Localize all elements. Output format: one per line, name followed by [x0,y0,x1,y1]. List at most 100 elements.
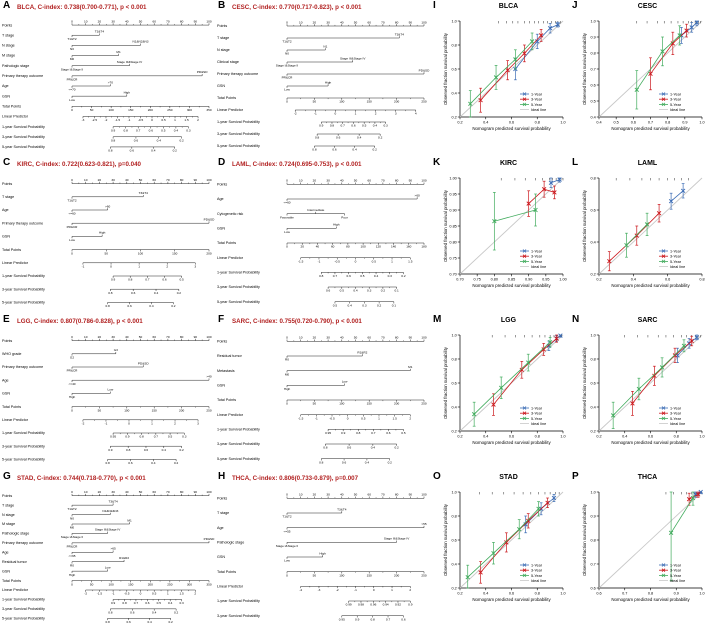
svg-text:0.8: 0.8 [452,43,457,47]
svg-text:Observed fraction survival pro: Observed fraction survival probability [582,346,587,419]
svg-text:60: 60 [367,493,371,497]
svg-text:0.4: 0.4 [371,446,376,450]
svg-text:3-year Survival Probability: 3-year Survival Probability [217,442,260,446]
panel-header: A BLCA, C-index: 0.738(0.700-0.771), p <… [0,0,215,13]
svg-text:Linear Predictor: Linear Predictor [2,418,29,422]
panel-title: LGG [500,317,517,324]
svg-text:0.4: 0.4 [353,289,358,293]
svg-text:Favorable: Favorable [280,215,294,219]
svg-text:-2: -2 [336,588,339,592]
svg-text:PR&CR: PR&CR [67,369,79,373]
panel-title: LGG, C-index: 0.807(0.786-0.828), p < 0.… [17,318,143,325]
svg-text:R1&R2: R1&R2 [357,350,367,354]
svg-text:0.5: 0.5 [614,121,619,125]
svg-text:1.0: 1.0 [699,435,704,439]
svg-text:50: 50 [313,100,317,104]
svg-text:250: 250 [421,402,426,406]
svg-text:Low: Low [105,565,111,569]
svg-text:2: 2 [166,265,168,269]
svg-text:R0: R0 [70,563,74,567]
svg-text:10: 10 [299,20,303,24]
svg-text:0.6: 0.6 [665,278,670,282]
svg-text:0.90: 0.90 [449,208,456,212]
panel-title: LAML [637,160,658,167]
svg-text:0.95: 0.95 [339,617,345,621]
svg-text:Linear Predictor: Linear Predictor [2,261,29,265]
svg-text:<=60: <=60 [283,201,290,205]
svg-text:3-Year: 3-Year [531,98,543,102]
svg-text:90: 90 [194,490,198,494]
svg-text:30: 30 [326,20,330,24]
svg-text:5-Year: 5-Year [531,103,543,107]
svg-text:0.2: 0.2 [373,148,378,152]
svg-text:0.4: 0.4 [631,278,636,282]
svg-text:100: 100 [109,582,114,586]
svg-text:80: 80 [180,490,184,494]
svg-text:150: 150 [367,402,372,406]
svg-text:0.4: 0.4 [591,405,596,409]
svg-text:-1: -1 [105,422,108,426]
svg-text:Stage III&Stage IV: Stage III&Stage IV [117,60,143,64]
panel-letter: L [572,157,579,168]
svg-text:N1: N1 [323,44,327,48]
panel-header: B CESC, C-index: 0.770(0.717-0.823), p <… [215,0,430,13]
panel-title: KIRC, C-index: 0.722(0.623-0.821), p=0.0… [17,161,141,168]
svg-text:M1: M1 [127,518,132,522]
svg-text:1-Year: 1-Year [531,92,543,96]
svg-text:>60: >60 [415,193,421,197]
svg-text:350: 350 [206,582,211,586]
svg-text:0.80: 0.80 [491,278,498,282]
svg-text:60: 60 [367,20,371,24]
svg-text:5-Year: 5-Year [670,260,682,264]
svg-text:3-year Survival Probability: 3-year Survival Probability [2,607,45,611]
svg-text:0.94: 0.94 [383,603,389,607]
svg-text:3: 3 [197,422,199,426]
svg-text:0.9: 0.9 [108,448,113,452]
svg-text:Nomogram predicted survival pr: Nomogram predicted survival probability [472,440,551,445]
svg-text:1.00: 1.00 [449,176,456,180]
svg-text:0.2: 0.2 [452,586,457,590]
svg-text:0.4: 0.4 [365,460,370,464]
svg-text:100: 100 [361,245,366,249]
svg-text:200: 200 [394,573,399,577]
svg-text:M1: M1 [408,365,413,369]
svg-text:Stage III&Stage IV: Stage III&Stage IV [384,537,410,541]
svg-text:200: 200 [148,108,153,112]
svg-text:0.9: 0.9 [591,35,596,39]
svg-text:0.9: 0.9 [591,514,596,518]
svg-text:T3&T4: T3&T4 [108,499,118,503]
svg-text:1: 1 [138,265,140,269]
svg-text:100: 100 [339,573,344,577]
svg-text:-1: -1 [315,416,318,420]
panel-title: STAD, C-index: 0.744(0.718-0.770), p < 0… [17,475,146,482]
svg-text:GSN: GSN [2,569,10,573]
svg-text:3-year Survival Probability: 3-year Survival Probability [2,444,45,448]
svg-text:70: 70 [166,490,170,494]
svg-text:5-Year: 5-Year [670,103,682,107]
svg-text:140: 140 [391,245,396,249]
svg-text:0: 0 [110,265,112,269]
svg-text:-1: -1 [112,592,115,596]
svg-text:Pathologic stage: Pathologic stage [217,541,244,545]
svg-text:0.90: 0.90 [525,278,532,282]
svg-text:>60: >60 [105,204,111,208]
svg-text:Stage I&Stage II: Stage I&Stage II [61,67,84,71]
svg-text:0.92: 0.92 [395,603,401,607]
svg-text:0: 0 [286,402,288,406]
svg-text:0.9: 0.9 [111,128,116,132]
svg-text:5-Year: 5-Year [670,417,682,421]
svg-text:100: 100 [421,20,426,24]
svg-text:-1: -1 [314,112,317,116]
svg-text:Observed fraction survival pro: Observed fraction survival probability [443,346,448,419]
svg-text:G2: G2 [70,356,74,360]
svg-text:0.6: 0.6 [452,538,457,542]
panel-lgg-calibration: M LGG 0.2 0.2 0.4 0.4 0.6 0.6 0.8 0.8 1.0 1.0 Nomo… [430,314,569,471]
svg-text:0.8: 0.8 [535,592,540,596]
svg-text:0.1: 0.1 [392,303,397,307]
svg-text:T stage: T stage [217,511,229,515]
svg-text:80: 80 [395,336,399,340]
svg-text:0.6: 0.6 [351,124,356,128]
svg-text:0.6: 0.6 [144,448,149,452]
